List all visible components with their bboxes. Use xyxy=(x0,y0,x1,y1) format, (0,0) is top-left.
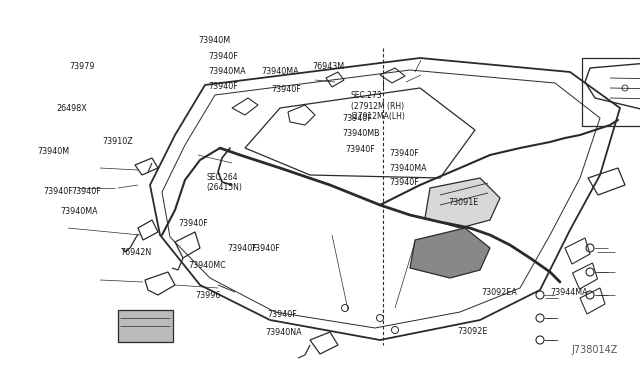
Text: 73940MB: 73940MB xyxy=(342,129,380,138)
Text: 73940MA: 73940MA xyxy=(61,207,99,216)
Text: 73940F: 73940F xyxy=(227,244,257,253)
Polygon shape xyxy=(410,228,490,278)
Text: 73940M: 73940M xyxy=(37,147,69,156)
Text: 73940MA: 73940MA xyxy=(389,164,427,173)
Text: 73940M: 73940M xyxy=(198,36,230,45)
Text: SEC.264
(26415N): SEC.264 (26415N) xyxy=(206,173,242,192)
Text: 73092EA: 73092EA xyxy=(481,288,517,296)
Polygon shape xyxy=(425,178,500,228)
Text: 73940F: 73940F xyxy=(389,149,419,158)
Text: 26498X: 26498X xyxy=(56,104,87,113)
Text: 76943M: 76943M xyxy=(312,62,344,71)
Text: 73940F: 73940F xyxy=(209,52,238,61)
Text: 73940F: 73940F xyxy=(178,219,207,228)
Text: 73940NA: 73940NA xyxy=(266,328,302,337)
Text: 73940F: 73940F xyxy=(389,178,419,187)
Text: J738014Z: J738014Z xyxy=(572,345,618,355)
Text: 73940MC: 73940MC xyxy=(189,262,227,270)
Text: 73940MA: 73940MA xyxy=(261,67,299,76)
FancyBboxPatch shape xyxy=(118,310,173,342)
Text: 73091E: 73091E xyxy=(448,198,478,207)
Text: 73940F: 73940F xyxy=(346,145,375,154)
Text: 73996: 73996 xyxy=(195,291,221,300)
Text: 73940F: 73940F xyxy=(267,310,296,319)
Text: 76942N: 76942N xyxy=(120,248,152,257)
Text: 73940F: 73940F xyxy=(44,187,73,196)
Text: 73940F: 73940F xyxy=(250,244,280,253)
Text: 73940MA: 73940MA xyxy=(209,67,246,76)
Text: 73940F: 73940F xyxy=(72,187,101,196)
Text: 73940F: 73940F xyxy=(271,85,301,94)
Text: 73944MA: 73944MA xyxy=(550,288,588,296)
Text: 73092E: 73092E xyxy=(458,327,488,336)
Text: SEC.273
(27912M (RH)
(27912MA(LH): SEC.273 (27912M (RH) (27912MA(LH) xyxy=(351,91,406,121)
Text: 73940F: 73940F xyxy=(342,114,372,123)
Text: 73979: 73979 xyxy=(69,62,95,71)
Text: 73940F: 73940F xyxy=(209,82,238,91)
Text: 73910Z: 73910Z xyxy=(102,137,133,146)
